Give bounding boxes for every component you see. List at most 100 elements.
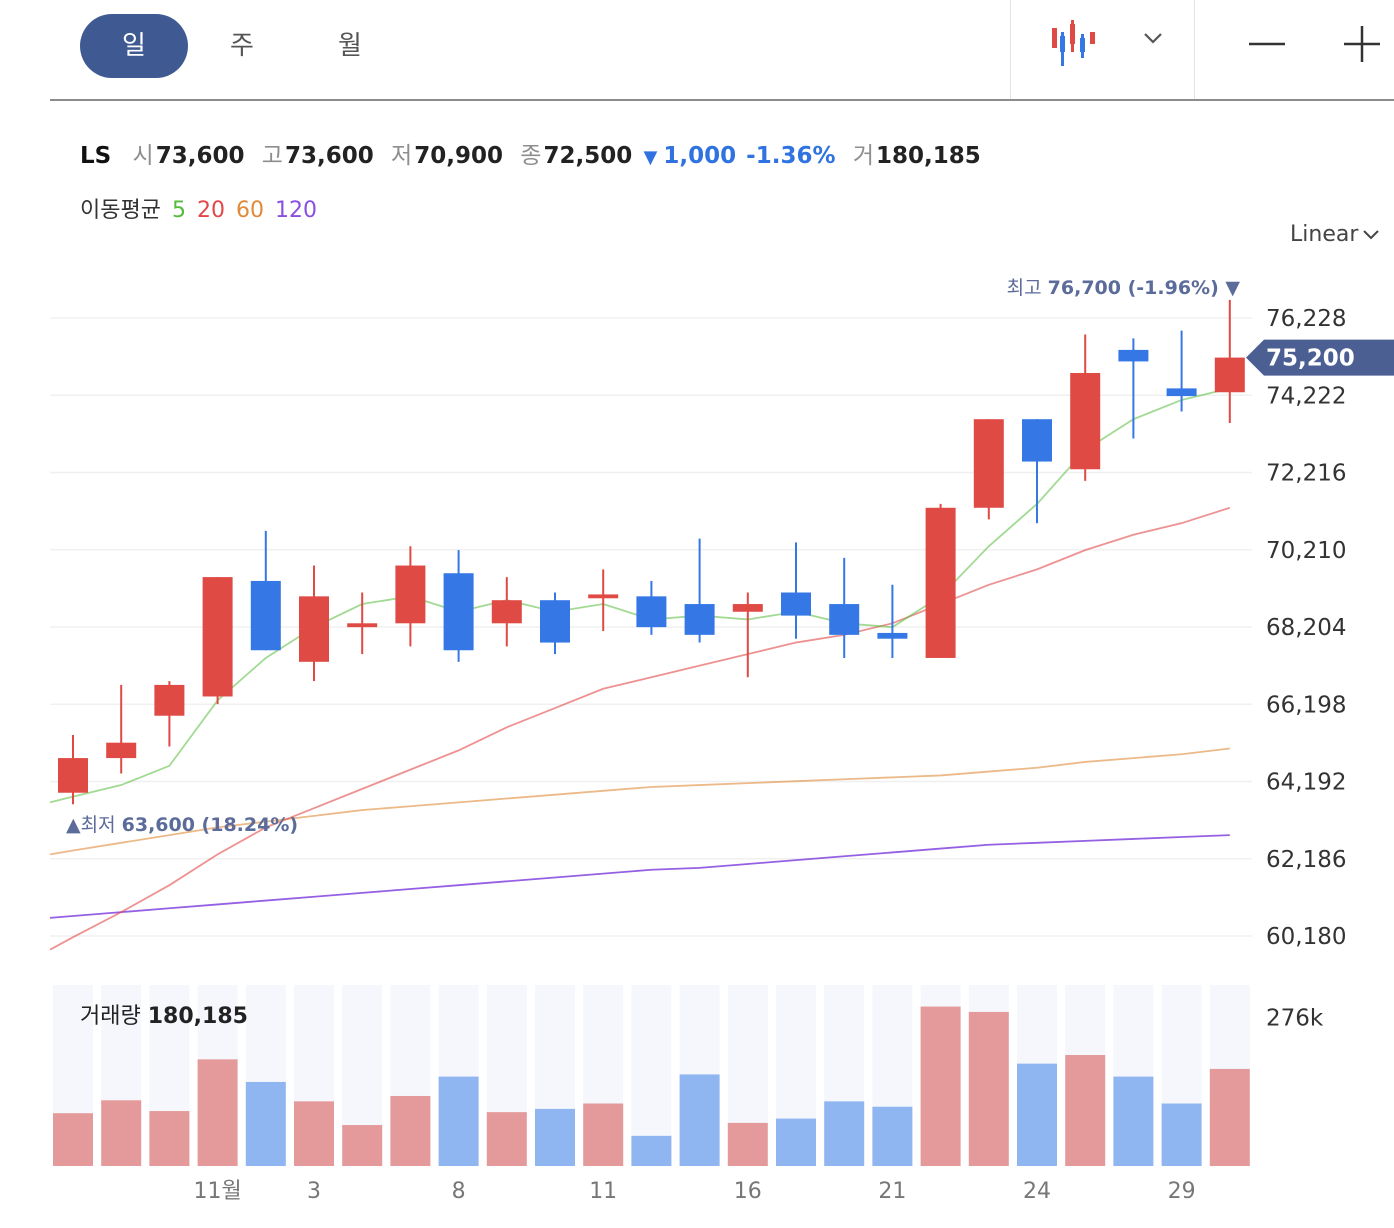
ma-60-label[interactable]: 60 xyxy=(235,198,264,223)
volume-bar xyxy=(342,1125,383,1166)
volume-bar xyxy=(727,1122,768,1166)
change-value: 1,000 xyxy=(663,143,737,169)
volume-bar xyxy=(824,1101,865,1166)
x-tick-label: 24 xyxy=(1023,1179,1051,1204)
volume-bar xyxy=(968,1011,1009,1166)
candle-body xyxy=(829,604,860,635)
volume-title: 거래량 180,185 xyxy=(80,998,248,1030)
volume-bar xyxy=(679,1074,720,1166)
open-label: 시 xyxy=(132,143,154,169)
volume-bar xyxy=(486,1112,527,1166)
x-tick-label: 3 xyxy=(307,1179,321,1204)
candle-body xyxy=(491,600,522,624)
x-tick-label: 29 xyxy=(1168,1179,1196,1204)
candle-body xyxy=(1166,388,1197,397)
y-tick-label: 76,228 xyxy=(1266,306,1346,332)
volume-bar xyxy=(149,1111,190,1166)
x-tick-label: 11 xyxy=(589,1179,617,1204)
volume-bar xyxy=(1209,1068,1250,1166)
tab-weekly[interactable]: 주 xyxy=(230,31,254,61)
ma-5-label[interactable]: 5 xyxy=(171,198,186,223)
scale-label: Linear xyxy=(1290,222,1359,247)
candle-body xyxy=(1214,357,1245,393)
volume-bar xyxy=(1113,1076,1154,1166)
min-price-annotation: ▲최저 63,600 (18.24%) xyxy=(66,814,298,836)
candle-body xyxy=(202,577,233,697)
x-tick-label: 8 xyxy=(452,1179,466,1204)
ma-120-label[interactable]: 120 xyxy=(274,198,317,223)
candle-body xyxy=(973,419,1004,508)
volume-bar xyxy=(294,1101,334,1166)
zoom-out-button[interactable] xyxy=(1247,24,1287,64)
close-value: 72,500 xyxy=(543,143,633,169)
toolbar-divider xyxy=(1194,0,1195,99)
tab-daily[interactable]: 일 xyxy=(80,14,188,78)
y-tick-label: 60,180 xyxy=(1266,924,1346,950)
candle-body xyxy=(1118,349,1149,362)
candle-body xyxy=(1022,419,1052,462)
candle-body xyxy=(395,565,426,624)
low-value: 70,900 xyxy=(414,143,503,169)
volume-bar xyxy=(872,1106,913,1166)
ma20-line xyxy=(49,506,1231,951)
volume-bar xyxy=(101,1100,142,1166)
ma60-line xyxy=(49,747,1230,856)
close-label: 종 xyxy=(520,143,542,169)
x-tick-label: 21 xyxy=(878,1179,906,1204)
candle-body xyxy=(540,600,570,643)
ohlc-info: LS 시73,600 고73,600 저70,900 종72,500 ▼ 1,00… xyxy=(80,136,991,170)
volume-bar xyxy=(583,1103,624,1166)
ma-20-label[interactable]: 20 xyxy=(196,198,225,223)
y-tick-label: 68,204 xyxy=(1266,615,1346,641)
volume-bar xyxy=(631,1135,672,1166)
change-arrow-icon: ▼ xyxy=(643,147,658,168)
volume-title-label: 거래량 xyxy=(80,1004,141,1029)
volume-bar xyxy=(245,1081,286,1166)
ma-legend-label: 이동평균 xyxy=(80,198,161,223)
y-tick-label: 64,192 xyxy=(1266,770,1346,796)
scale-selector[interactable]: Linear xyxy=(1290,222,1380,247)
candle-body xyxy=(1070,372,1101,470)
y-tick-label: 70,210 xyxy=(1266,538,1346,564)
x-tick-label: 11월 xyxy=(193,1179,241,1204)
ticker: LS xyxy=(80,143,112,169)
volume-bar xyxy=(438,1076,479,1166)
y-tick-label: 66,198 xyxy=(1266,692,1346,718)
candle-body xyxy=(250,580,281,651)
volume-bar xyxy=(1065,1055,1106,1166)
candle-body xyxy=(925,507,956,658)
tab-monthly[interactable]: 월 xyxy=(338,31,362,61)
volume-title-value: 180,185 xyxy=(147,1004,248,1029)
high-value: 73,600 xyxy=(284,143,374,169)
volume-bar xyxy=(920,1006,961,1166)
candle-body xyxy=(732,604,763,612)
candle-body xyxy=(443,573,474,651)
y-tick-label: 62,186 xyxy=(1266,847,1346,873)
low-label: 저 xyxy=(391,143,413,169)
candle-body xyxy=(347,623,378,628)
top-toolbar: 일 주 월 xyxy=(50,0,1394,101)
candle-body xyxy=(781,592,811,616)
candle-body xyxy=(154,684,185,716)
candle-body xyxy=(106,742,137,759)
volume-bar xyxy=(1017,1063,1057,1166)
candle-body xyxy=(299,596,329,662)
candle-body xyxy=(58,758,88,793)
volume-bar xyxy=(390,1095,431,1166)
chevron-down-icon xyxy=(1363,230,1380,240)
volume-bar xyxy=(1161,1103,1202,1166)
volume-tick-label: 276k xyxy=(1266,1005,1324,1031)
x-tick-label: 16 xyxy=(734,1179,762,1204)
ma120-line xyxy=(49,834,1230,919)
volume-value: 180,185 xyxy=(875,143,981,169)
moving-average-legend: 이동평균 5 20 60 120 xyxy=(80,192,321,224)
candlestick-icon[interactable] xyxy=(1050,18,1102,68)
zoom-in-button[interactable] xyxy=(1342,24,1382,64)
chevron-down-icon[interactable] xyxy=(1143,30,1163,46)
current-price-tag xyxy=(1246,339,1394,376)
volume-label: 거 xyxy=(852,143,874,169)
candle-body xyxy=(588,594,619,599)
toolbar-divider xyxy=(1010,0,1011,99)
change-percent: -1.36% xyxy=(746,143,836,169)
